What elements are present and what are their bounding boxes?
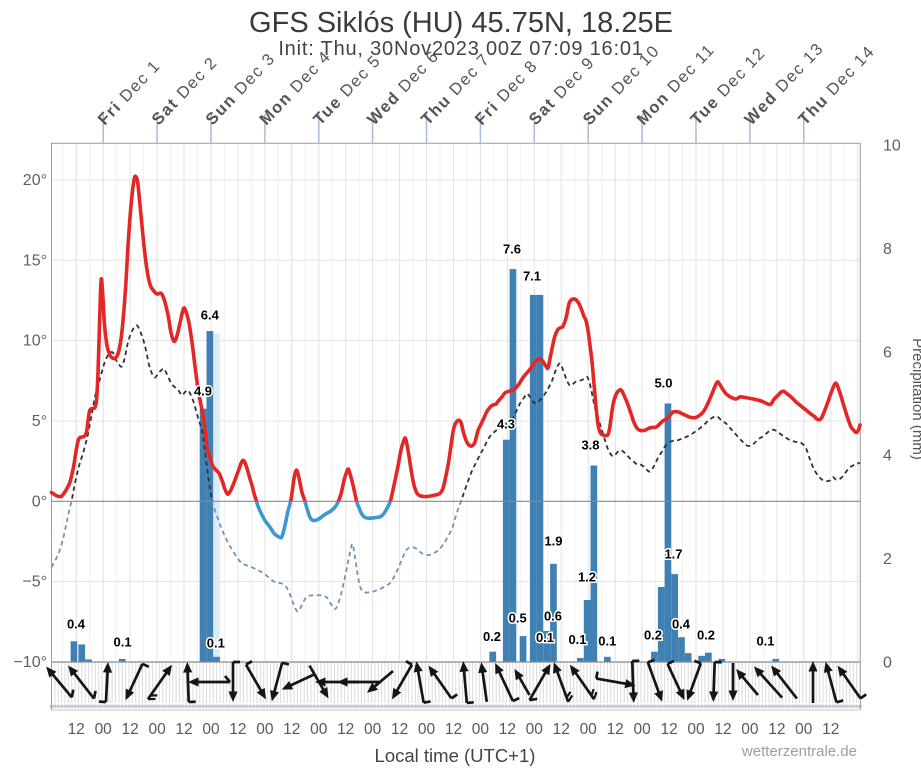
svg-text:00: 00 [795, 721, 813, 738]
svg-text:0.1: 0.1 [598, 634, 616, 649]
svg-text:00: 00 [418, 721, 436, 738]
svg-text:12: 12 [553, 721, 570, 738]
svg-text:−10°: −10° [13, 654, 47, 671]
svg-text:5.0: 5.0 [654, 376, 672, 391]
svg-text:12: 12 [445, 721, 462, 738]
svg-text:12: 12 [68, 721, 85, 738]
svg-text:00: 00 [202, 721, 220, 738]
svg-text:7.6: 7.6 [503, 242, 521, 257]
svg-text:00: 00 [633, 721, 651, 738]
svg-text:0.2: 0.2 [697, 628, 715, 643]
svg-text:0.6: 0.6 [544, 609, 562, 624]
svg-text:00: 00 [148, 721, 166, 738]
svg-text:12: 12 [283, 721, 300, 738]
svg-text:0.1: 0.1 [568, 632, 586, 647]
svg-text:4.9: 4.9 [194, 384, 212, 399]
svg-text:00: 00 [364, 721, 382, 738]
svg-text:15°: 15° [23, 252, 47, 269]
svg-text:00: 00 [526, 721, 544, 738]
svg-text:6: 6 [883, 344, 892, 361]
svg-text:0.1: 0.1 [207, 636, 225, 651]
svg-text:12: 12 [607, 721, 624, 738]
svg-text:12: 12 [660, 721, 677, 738]
svg-text:1.9: 1.9 [544, 534, 562, 549]
svg-text:12: 12 [337, 721, 354, 738]
svg-text:1.2: 1.2 [578, 570, 596, 585]
svg-text:00: 00 [687, 721, 705, 738]
svg-text:0.5: 0.5 [509, 611, 527, 626]
svg-text:0: 0 [883, 655, 892, 672]
svg-text:12: 12 [768, 721, 785, 738]
svg-text:4: 4 [883, 448, 892, 465]
svg-text:2: 2 [883, 551, 892, 568]
svg-text:0.4: 0.4 [67, 617, 86, 632]
svg-text:00: 00 [741, 721, 759, 738]
svg-text:12: 12 [822, 721, 839, 738]
svg-text:3.8: 3.8 [581, 438, 599, 453]
svg-text:0.1: 0.1 [536, 630, 554, 645]
svg-text:00: 00 [580, 721, 598, 738]
svg-text:12: 12 [121, 721, 138, 738]
svg-text:4.3: 4.3 [497, 417, 515, 432]
svg-text:0.1: 0.1 [114, 635, 132, 650]
svg-text:12: 12 [499, 721, 516, 738]
svg-text:00: 00 [310, 721, 328, 738]
svg-text:0.1: 0.1 [756, 634, 774, 649]
svg-text:00: 00 [256, 721, 274, 738]
svg-text:Precipitation (mm): Precipitation (mm) [909, 338, 921, 460]
svg-text:12: 12 [714, 721, 731, 738]
svg-text:12: 12 [391, 721, 408, 738]
svg-text:GFS Siklós (HU) 45.75N, 18.25E: GFS Siklós (HU) 45.75N, 18.25E [249, 7, 673, 39]
svg-text:0°: 0° [32, 493, 47, 510]
svg-text:Local time (UTC+1): Local time (UTC+1) [375, 745, 536, 766]
svg-text:00: 00 [472, 721, 490, 738]
svg-text:10: 10 [883, 138, 901, 155]
svg-text:1.7: 1.7 [664, 547, 682, 562]
svg-text:10°: 10° [23, 333, 47, 350]
svg-text:5°: 5° [32, 413, 47, 430]
svg-text:7.1: 7.1 [523, 269, 541, 284]
svg-text:8: 8 [883, 241, 892, 258]
svg-text:20°: 20° [23, 172, 47, 189]
svg-text:12: 12 [175, 721, 192, 738]
svg-text:−5°: −5° [22, 574, 47, 591]
svg-text:0.2: 0.2 [483, 629, 501, 644]
svg-text:00: 00 [95, 721, 113, 738]
svg-text:Init: Thu, 30Nov2023 00Z 07:09: Init: Thu, 30Nov2023 00Z 07:09 16:01 [278, 38, 643, 60]
svg-text:0.4: 0.4 [672, 617, 691, 632]
svg-text:12: 12 [229, 721, 246, 738]
svg-text:6.4: 6.4 [201, 308, 220, 323]
svg-text:0.2: 0.2 [644, 628, 662, 643]
svg-text:wetterzentrale.de: wetterzentrale.de [741, 743, 857, 760]
